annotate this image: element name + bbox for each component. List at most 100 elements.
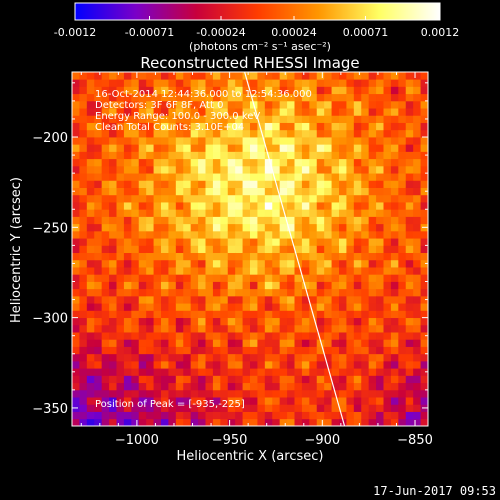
heatmap-cell [383, 324, 392, 333]
heatmap-cell [264, 158, 273, 167]
heatmap-cell [153, 72, 162, 80]
heatmap-cell [301, 216, 310, 225]
heatmap-cell [109, 295, 117, 304]
heatmap-cell [257, 151, 266, 160]
heatmap-cell [101, 267, 110, 275]
heatmap-cell [331, 180, 340, 188]
heatmap-cell [309, 165, 318, 174]
heatmap-cell [86, 245, 95, 254]
colorbar-tick-label: 0.00071 [343, 26, 389, 39]
heatmap-cell [301, 375, 310, 384]
heatmap-cell [287, 368, 295, 376]
heatmap-cell [309, 129, 318, 138]
heatmap-cell [250, 115, 258, 123]
heatmap-cell [353, 86, 362, 95]
heatmap-cell [123, 274, 132, 282]
heatmap-cell [94, 404, 103, 412]
heatmap-cell [175, 137, 184, 145]
heatmap-cell [287, 274, 295, 282]
heatmap-cell [361, 151, 370, 160]
heatmap-cell [138, 324, 147, 333]
heatmap-cell [101, 158, 110, 167]
x-tick-label: −950 [212, 433, 248, 448]
heatmap-cell [405, 108, 414, 116]
heatmap-cell [146, 389, 154, 398]
heatmap-cell [353, 281, 362, 290]
heatmap-cell [331, 202, 340, 210]
heatmap-cell [361, 165, 370, 174]
heatmap-cell [301, 223, 310, 232]
heatmap-cell [227, 310, 236, 319]
heatmap-cell [361, 173, 370, 181]
heatmap-cell [368, 72, 377, 80]
heatmap-cell [398, 303, 407, 311]
heatmap-cell [257, 368, 266, 376]
heatmap-cell [361, 259, 370, 268]
heatmap-cell [175, 317, 184, 326]
heatmap-cell [168, 93, 177, 102]
heatmap-cell [198, 252, 206, 261]
heatmap-cell [86, 418, 95, 426]
heatmap-cell [264, 230, 273, 239]
heatmap-cell [331, 238, 340, 246]
heatmap-cell [331, 187, 340, 196]
heatmap-cell [138, 187, 147, 196]
heatmap-cell [309, 353, 318, 362]
heatmap-cell [272, 194, 281, 203]
heatmap-cell [257, 194, 266, 203]
heatmap-cell [346, 238, 355, 246]
heatmap-cell [324, 375, 332, 384]
heatmap-cell [390, 158, 399, 167]
heatmap-cell [116, 397, 125, 405]
heatmap-cell [116, 86, 125, 95]
heatmap-cell [420, 187, 428, 196]
heatmap-cell [183, 411, 192, 420]
heatmap-cell [138, 216, 147, 225]
heatmap-cell [413, 86, 421, 95]
heatmap-cell [390, 79, 399, 87]
heatmap-cell [383, 129, 392, 138]
heatmap-cell [161, 216, 169, 225]
heatmap-cell [175, 100, 184, 109]
footer-timestamp: 17-Jun-2017 09:53 [373, 484, 496, 498]
heatmap-cell [101, 100, 110, 109]
heatmap-cell [316, 259, 325, 268]
heatmap-cell [205, 339, 214, 347]
heatmap-cell [324, 411, 332, 420]
heatmap-cell [257, 72, 266, 80]
heatmap-cell [153, 389, 162, 398]
heatmap-cell [420, 259, 428, 268]
heatmap-cell [257, 389, 266, 398]
heatmap-cell [250, 288, 258, 297]
heatmap-cell [376, 295, 384, 304]
heatmap-cell [405, 223, 414, 232]
heatmap-cell [272, 151, 281, 160]
heatmap-cell [353, 397, 362, 405]
heatmap-cell [264, 324, 273, 333]
heatmap-cell [212, 129, 221, 138]
annotation-algorithm: Clean Total Counts: 3.10E+04 [95, 122, 244, 133]
heatmap-cell [420, 281, 428, 290]
heatmap-cell [123, 230, 132, 239]
heatmap-cell [346, 223, 355, 232]
heatmap-cell [250, 382, 258, 391]
heatmap-cell [398, 180, 407, 188]
heatmap-cell [287, 303, 295, 311]
heatmap-cell [316, 404, 325, 412]
heatmap-cell [175, 122, 184, 131]
heatmap-cell [331, 324, 340, 333]
heatmap-cell [109, 209, 117, 217]
heatmap-cell [94, 353, 103, 362]
heatmap-cell [294, 238, 303, 246]
heatmap-cell [368, 86, 377, 95]
heatmap-cell [242, 353, 251, 362]
heatmap-cell [131, 209, 140, 217]
heatmap-cell [123, 137, 132, 145]
heatmap-cell [94, 216, 103, 225]
heatmap-cell [116, 339, 125, 347]
heatmap-cell [146, 324, 154, 333]
heatmap-cell [376, 368, 384, 376]
heatmap-cell [413, 144, 421, 152]
heatmap-cell [405, 165, 414, 174]
heatmap-cell [316, 303, 325, 311]
